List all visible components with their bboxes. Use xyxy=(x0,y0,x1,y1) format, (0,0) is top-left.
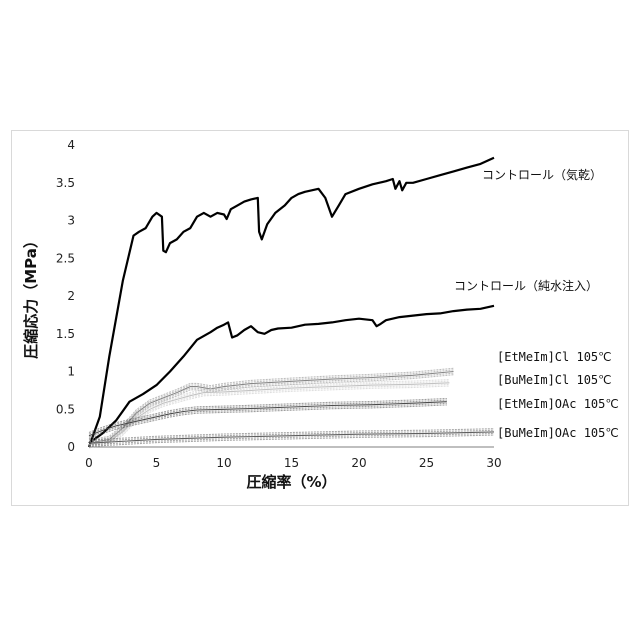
y-tick-label: 3.5 xyxy=(56,176,75,190)
series-label: コントロール（気乾） xyxy=(482,167,602,182)
y-tick-label: 2.5 xyxy=(56,251,75,265)
series-label: [BuMeIm]OAc 105℃ xyxy=(497,426,619,440)
y-tick-label: 4 xyxy=(67,138,75,152)
series-label: [EtMeIm]Cl 105℃ xyxy=(497,350,612,364)
y-tick-label: 0 xyxy=(67,440,75,454)
x-tick-label: 0 xyxy=(85,456,93,470)
y-tick-label: 1.5 xyxy=(56,327,75,341)
series-label: [EtMeIm]OAc 105℃ xyxy=(497,397,619,411)
x-tick-label: 30 xyxy=(486,456,501,470)
series-line xyxy=(89,306,494,443)
x-tick-label: 15 xyxy=(284,456,299,470)
y-tick-label: 2 xyxy=(67,289,75,303)
x-tick-label: 20 xyxy=(351,456,366,470)
tick-labels: 0 5 10 15 20 25 30 0 0.5 1 1.5 2 2.5 3 3.5 4 xyxy=(56,138,502,470)
series-lines xyxy=(89,158,494,448)
series-labels: コントロール（気乾） コントロール（純水注入） [EtMeIm]Cl 105℃ [Bu… xyxy=(454,167,619,440)
x-tick-label: 25 xyxy=(419,456,434,470)
x-tick-label: 10 xyxy=(216,456,231,470)
x-axis-title: 圧縮率（%） xyxy=(246,473,336,491)
y-tick-label: 3 xyxy=(67,214,75,228)
series-label: [BuMeIm]Cl 105℃ xyxy=(497,373,612,387)
chart-area: 0 5 10 15 20 25 30 0 0.5 1 1.5 2 2.5 3 3.5 4 コントロール（気乾）… xyxy=(11,130,629,506)
x-tick-label: 5 xyxy=(153,456,161,470)
series-label: コントロール（純水注入） xyxy=(454,278,598,293)
line-chart: 0 5 10 15 20 25 30 0 0.5 1 1.5 2 2.5 3 3.5 4 コントロール（気乾）… xyxy=(12,131,630,507)
y-tick-label: 0.5 xyxy=(56,402,75,416)
y-axis-title: 圧縮応力（MPa） xyxy=(22,233,40,359)
y-tick-label: 1 xyxy=(67,365,75,379)
